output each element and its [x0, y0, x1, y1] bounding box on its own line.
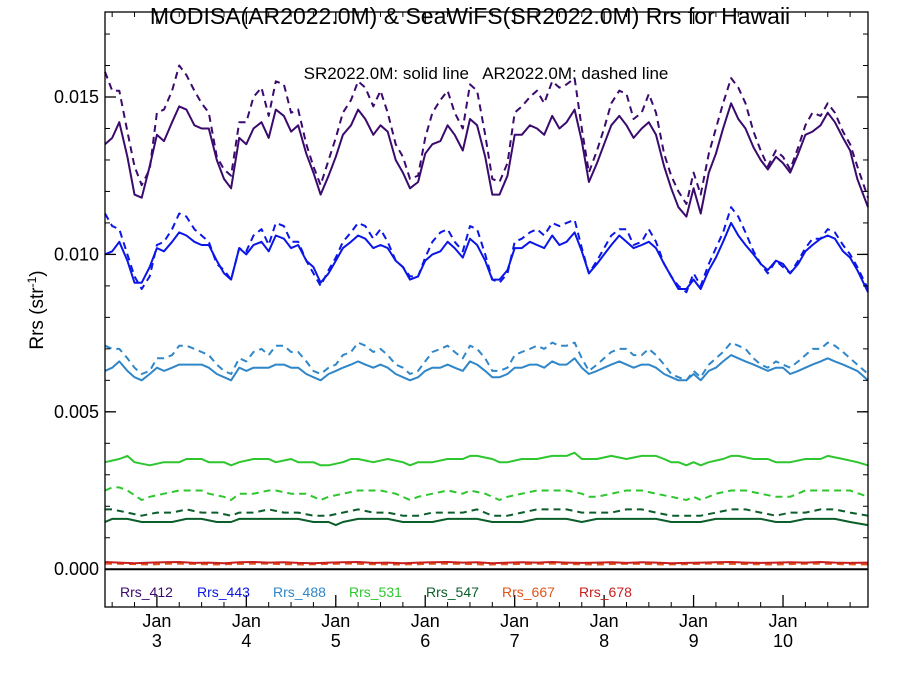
legend: Rrs_412 Rrs_443 Rrs_488 Rrs_531 Rrs_547 Rrs_6…	[120, 584, 632, 600]
x-tick-month-label: Jan	[590, 611, 619, 631]
series-rrs-412-dashed	[104, 64, 869, 205]
series-rrs-488-dashed	[104, 341, 869, 382]
x-tick-year-label: 10	[773, 631, 793, 651]
x-tick-month-label: Jan	[769, 611, 798, 631]
x-tick-month-label: Jan	[411, 611, 440, 631]
y-axis-label: Rrs (str-1)	[25, 270, 48, 349]
x-tick-year-label: 6	[420, 631, 430, 651]
series-rrs-443-dashed	[104, 206, 869, 294]
x-tick-year-label: 9	[689, 631, 699, 651]
series-rrs-678-solid	[104, 561, 869, 565]
legend-entry-rrs-531: Rrs_531	[349, 584, 402, 600]
legend-entry-rrs-667: Rrs_667	[502, 584, 555, 600]
x-tick-year-label: 7	[510, 631, 520, 651]
series-rrs-412-solid	[104, 102, 869, 218]
y-axis-label-text: Rrs (str	[27, 287, 48, 350]
chart-title: MODISA(AR2022.0M) & SeaWiFS(SR2022.0M) R…	[150, 3, 790, 29]
x-tick-year-label: 5	[331, 631, 341, 651]
series-rrs-488-solid	[104, 354, 869, 382]
legend-entry-rrs-547: Rrs_547	[426, 584, 479, 600]
series-rrs-667-dashed	[104, 562, 869, 566]
series-rrs-443-solid	[104, 221, 869, 293]
x-tick-year-label: 4	[241, 631, 251, 651]
y-axis-label-close: )	[27, 270, 48, 276]
series-rrs-531-dashed	[104, 486, 869, 501]
series-rrs-547-dashed	[105, 508, 869, 517]
x-tick-month-label: Jan	[500, 611, 529, 631]
series-layer	[104, 64, 869, 566]
y-tick-label: 0.005	[54, 402, 99, 422]
legend-entry-rrs-443: Rrs_443	[197, 584, 250, 600]
y-axis: 0.000 0.005 0.010 0.015	[54, 33, 868, 579]
series-rrs-531-solid	[104, 451, 869, 467]
legend-entry-rrs-678: Rrs_678	[579, 584, 632, 600]
plot-frame	[104, 11, 869, 608]
y-axis-label-exponent: -1	[25, 276, 39, 287]
x-tick-month-label: Jan	[142, 611, 171, 631]
y-tick-label: 0.000	[54, 559, 99, 579]
x-tick-month-label: Jan	[232, 611, 261, 631]
x-tick-month-label: Jan	[679, 611, 708, 631]
legend-entry-rrs-412: Rrs_412	[120, 584, 173, 600]
y-tick-label: 0.015	[54, 87, 99, 107]
legend-entry-rrs-488: Rrs_488	[273, 584, 326, 600]
line-style-annotation: SR2022.0M: solid line AR2022.0M: dashed …	[304, 64, 669, 83]
series-rrs-547-solid	[104, 517, 869, 527]
x-tick-year-label: 8	[599, 631, 609, 651]
x-tick-month-label: Jan	[321, 611, 350, 631]
x-tick-year-label: 3	[152, 631, 162, 651]
y-tick-label: 0.010	[54, 244, 99, 264]
